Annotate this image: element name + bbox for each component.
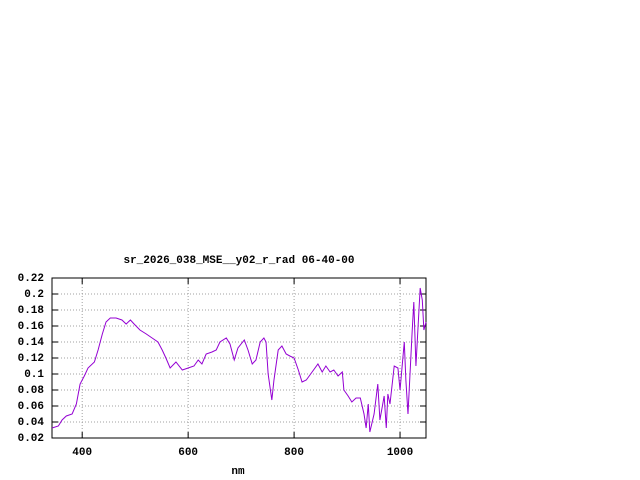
x-tick-label: 400 [72,447,92,459]
plot-border [51,277,427,439]
x-tick-label: 600 [178,447,198,459]
chart-title: sr_2026_038_MSE__y02_r_rad 06-40-00 [123,255,354,267]
y-tick-label: 0.14 [18,337,45,349]
y-tick-label: 0.06 [18,401,44,413]
x-axis-label: nm [231,466,245,478]
y-tick-label: 0.18 [18,305,45,317]
y-tick-label: 0.12 [18,353,44,365]
y-tick-label: 0.2 [24,289,44,301]
y-tick-label: 0.16 [18,321,44,333]
x-tick-label: 1000 [387,447,413,459]
data-line [51,287,427,433]
y-tick-label: 0.02 [18,433,44,445]
y-tick-label: 0.22 [18,273,44,285]
y-tick-label: 0.1 [24,369,44,381]
x-tick-label: 800 [284,447,304,459]
y-tick-label: 0.08 [18,385,45,397]
y-tick-label: 0.04 [18,417,45,429]
